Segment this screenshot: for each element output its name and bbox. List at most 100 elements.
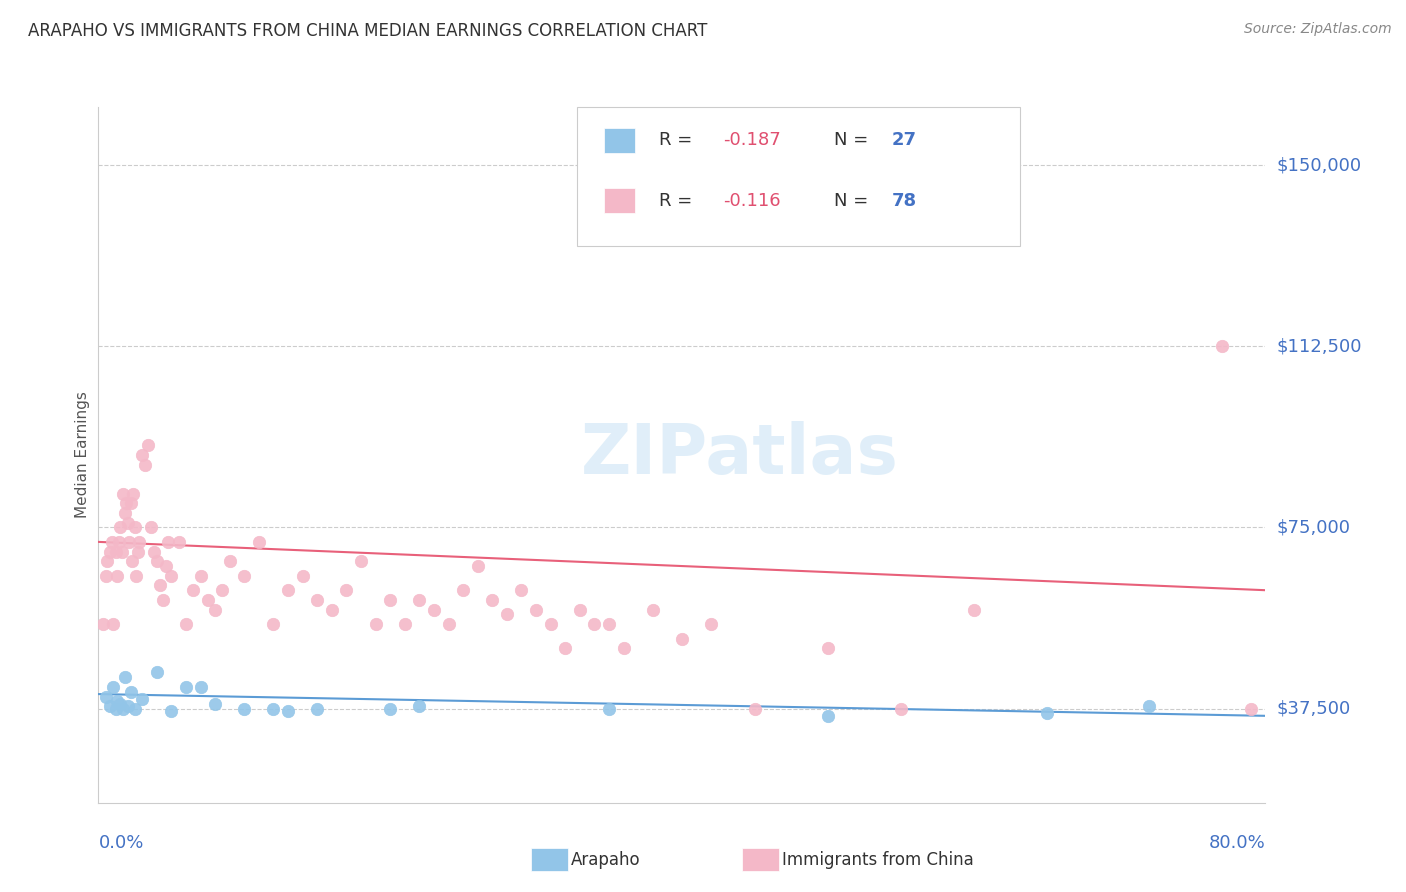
Point [1137, 699, 1160, 714]
Point [481, 592, 503, 607]
Point [128, 534, 150, 549]
Text: 78: 78 [891, 192, 917, 210]
Point [142, 544, 165, 558]
Point [167, 534, 190, 549]
Text: Immigrants from China: Immigrants from China [782, 851, 973, 869]
Text: $112,500: $112,500 [1277, 337, 1362, 355]
Point [423, 602, 446, 616]
Point [451, 583, 474, 598]
Point [124, 520, 146, 534]
Point [101, 680, 124, 694]
Point [111, 544, 134, 558]
Point [568, 602, 591, 616]
Text: N =: N = [834, 131, 873, 150]
Point [247, 534, 270, 549]
Point [335, 583, 357, 598]
Point [127, 544, 149, 558]
Point [98, 544, 121, 558]
Point [408, 592, 430, 607]
Point [105, 568, 128, 582]
Point [495, 607, 517, 622]
Point [1211, 339, 1233, 353]
Point [115, 496, 138, 510]
Point [817, 641, 839, 656]
Point [112, 486, 135, 500]
Point [120, 496, 142, 510]
Text: $75,000: $75,000 [1277, 518, 1351, 536]
Text: $37,500: $37,500 [1277, 699, 1351, 717]
Point [408, 699, 430, 714]
Point [139, 520, 162, 534]
Point [378, 701, 402, 715]
Point [204, 602, 226, 616]
Point [307, 592, 329, 607]
Point [817, 708, 839, 723]
Point [94, 568, 117, 582]
Text: R =: R = [658, 192, 697, 210]
Point [174, 680, 197, 694]
Point [100, 534, 122, 549]
Point [149, 578, 172, 592]
Point [122, 486, 145, 500]
Point [114, 670, 136, 684]
Point [105, 694, 128, 708]
Point [131, 692, 153, 706]
Point [671, 632, 693, 646]
Text: R =: R = [658, 131, 697, 150]
Text: N =: N = [834, 192, 873, 210]
Point [131, 448, 153, 462]
Point [583, 617, 606, 632]
Text: ZIPatlas: ZIPatlas [581, 421, 900, 489]
FancyBboxPatch shape [576, 107, 1021, 246]
Point [233, 701, 256, 715]
Point [190, 568, 212, 582]
Point [160, 568, 183, 582]
Point [540, 617, 562, 632]
Point [96, 554, 118, 568]
Point [277, 704, 299, 718]
Point [114, 506, 136, 520]
Point [510, 583, 533, 598]
FancyBboxPatch shape [603, 188, 634, 213]
Point [524, 602, 547, 616]
Point [211, 583, 233, 598]
Point [104, 701, 127, 715]
Point [233, 568, 256, 582]
Point [101, 617, 124, 632]
Point [1035, 706, 1057, 721]
Point [204, 697, 226, 711]
Point [160, 704, 183, 718]
Point [262, 701, 284, 715]
Point [134, 458, 156, 472]
Point [174, 617, 197, 632]
Point [125, 568, 148, 582]
Text: ARAPAHO VS IMMIGRANTS FROM CHINA MEDIAN EARNINGS CORRELATION CHART: ARAPAHO VS IMMIGRANTS FROM CHINA MEDIAN … [28, 22, 707, 40]
Point [197, 592, 219, 607]
Point [554, 641, 576, 656]
Point [118, 534, 141, 549]
Point [155, 559, 177, 574]
Point [467, 559, 489, 574]
Point [321, 602, 343, 616]
Point [700, 617, 723, 632]
Point [190, 680, 212, 694]
Point [181, 583, 204, 598]
Point [598, 701, 620, 715]
Point [890, 701, 912, 715]
Point [277, 583, 299, 598]
Point [262, 617, 284, 632]
Point [124, 701, 146, 715]
Text: -0.187: -0.187 [723, 131, 780, 150]
Point [437, 617, 460, 632]
Point [136, 438, 159, 452]
Text: 0.0%: 0.0% [98, 834, 143, 852]
Text: Source: ZipAtlas.com: Source: ZipAtlas.com [1244, 22, 1392, 37]
Point [108, 534, 131, 549]
Point [598, 617, 620, 632]
Text: -0.116: -0.116 [723, 192, 780, 210]
Point [350, 554, 373, 568]
Text: 80.0%: 80.0% [1209, 834, 1265, 852]
Point [612, 641, 634, 656]
Point [120, 684, 142, 698]
Point [110, 697, 132, 711]
